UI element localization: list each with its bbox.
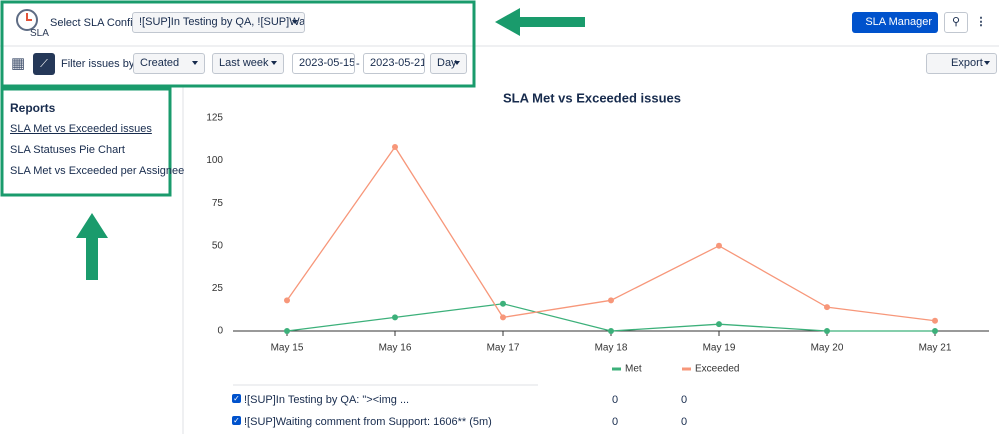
reports-title: Reports [10,101,56,115]
pin-button[interactable]: ⚲ [944,12,968,33]
x-tick-label: May 17 [487,343,520,354]
data-point [500,300,506,307]
data-point [392,314,398,321]
export-button[interactable]: Export [926,53,997,74]
logo-text: SLA [30,28,49,39]
highlight-box [0,0,476,88]
y-tick-label: 75 [212,198,224,209]
report-link[interactable]: SLA Met vs Exceeded issues [10,123,152,135]
sla-manager-button[interactable]: SLA Manager [852,12,938,33]
row-met: 0 [612,394,619,406]
date-separator: - [356,58,360,70]
row-met: 0 [612,416,619,428]
data-point [932,317,938,324]
y-tick-label: 0 [217,326,223,337]
report-link[interactable]: SLA Met vs Exceeded per Assignee [10,165,185,177]
legend-label: Exceeded [695,364,739,375]
x-tick-label: May 18 [595,343,628,354]
filter-label: Filter issues by: [61,58,138,70]
filter-select[interactable]: Created [133,53,205,74]
data-point [824,304,830,311]
grid-view-button[interactable]: ▦ [11,55,26,72]
data-point [932,328,938,334]
chart-view-button[interactable]: ⟋ [33,53,55,75]
series-line [286,145,936,322]
data-point [824,328,830,334]
row-exceeded: 0 [681,394,688,406]
granularity-select[interactable]: Day [430,53,467,74]
chart-title: SLA Met vs Exceeded issues [503,90,681,105]
data-point [500,314,506,321]
x-tick-label: May 20 [811,343,844,354]
highlight-box [0,87,172,197]
data-point [716,242,722,249]
data-point [608,297,614,304]
x-tick-label: May 19 [703,343,736,354]
data-point [392,143,398,150]
x-tick-label: May 21 [919,343,952,354]
arrow [495,8,585,36]
row-checkbox[interactable]: ✓ [232,394,241,403]
data-point [284,328,290,334]
x-tick-label: May 16 [379,343,412,354]
y-tick-label: 100 [206,155,223,166]
row-checkbox[interactable]: ✓ [232,416,241,425]
arrow [76,213,108,280]
legend-label: Met [625,364,642,375]
data-point [716,321,722,328]
config-select[interactable]: ![SUP]In Testing by QA, ![SUP]Wai... [132,12,305,33]
config-label: Select SLA Config [50,17,139,29]
date-from[interactable]: 2023-05-15 [292,53,355,74]
row-label: ![SUP]In Testing by QA: "><img ... [244,394,410,406]
x-tick-label: May 15 [271,343,304,354]
y-tick-label: 25 [212,283,224,294]
series-line [286,303,935,332]
data-point [608,328,614,334]
row-exceeded: 0 [681,416,688,428]
more-button[interactable]: ⋮ [975,16,987,28]
logo-icon [16,9,38,31]
date-to[interactable]: 2023-05-21 [363,53,425,74]
logo-icon [26,13,32,21]
data-point [284,297,290,304]
y-tick-label: 125 [206,113,223,124]
report-link[interactable]: SLA Statuses Pie Chart [10,144,125,156]
y-tick-label: 50 [212,240,224,251]
period-select[interactable]: Last week [212,53,284,74]
row-label: ![SUP]Waiting comment from Support: 1606… [244,416,492,428]
